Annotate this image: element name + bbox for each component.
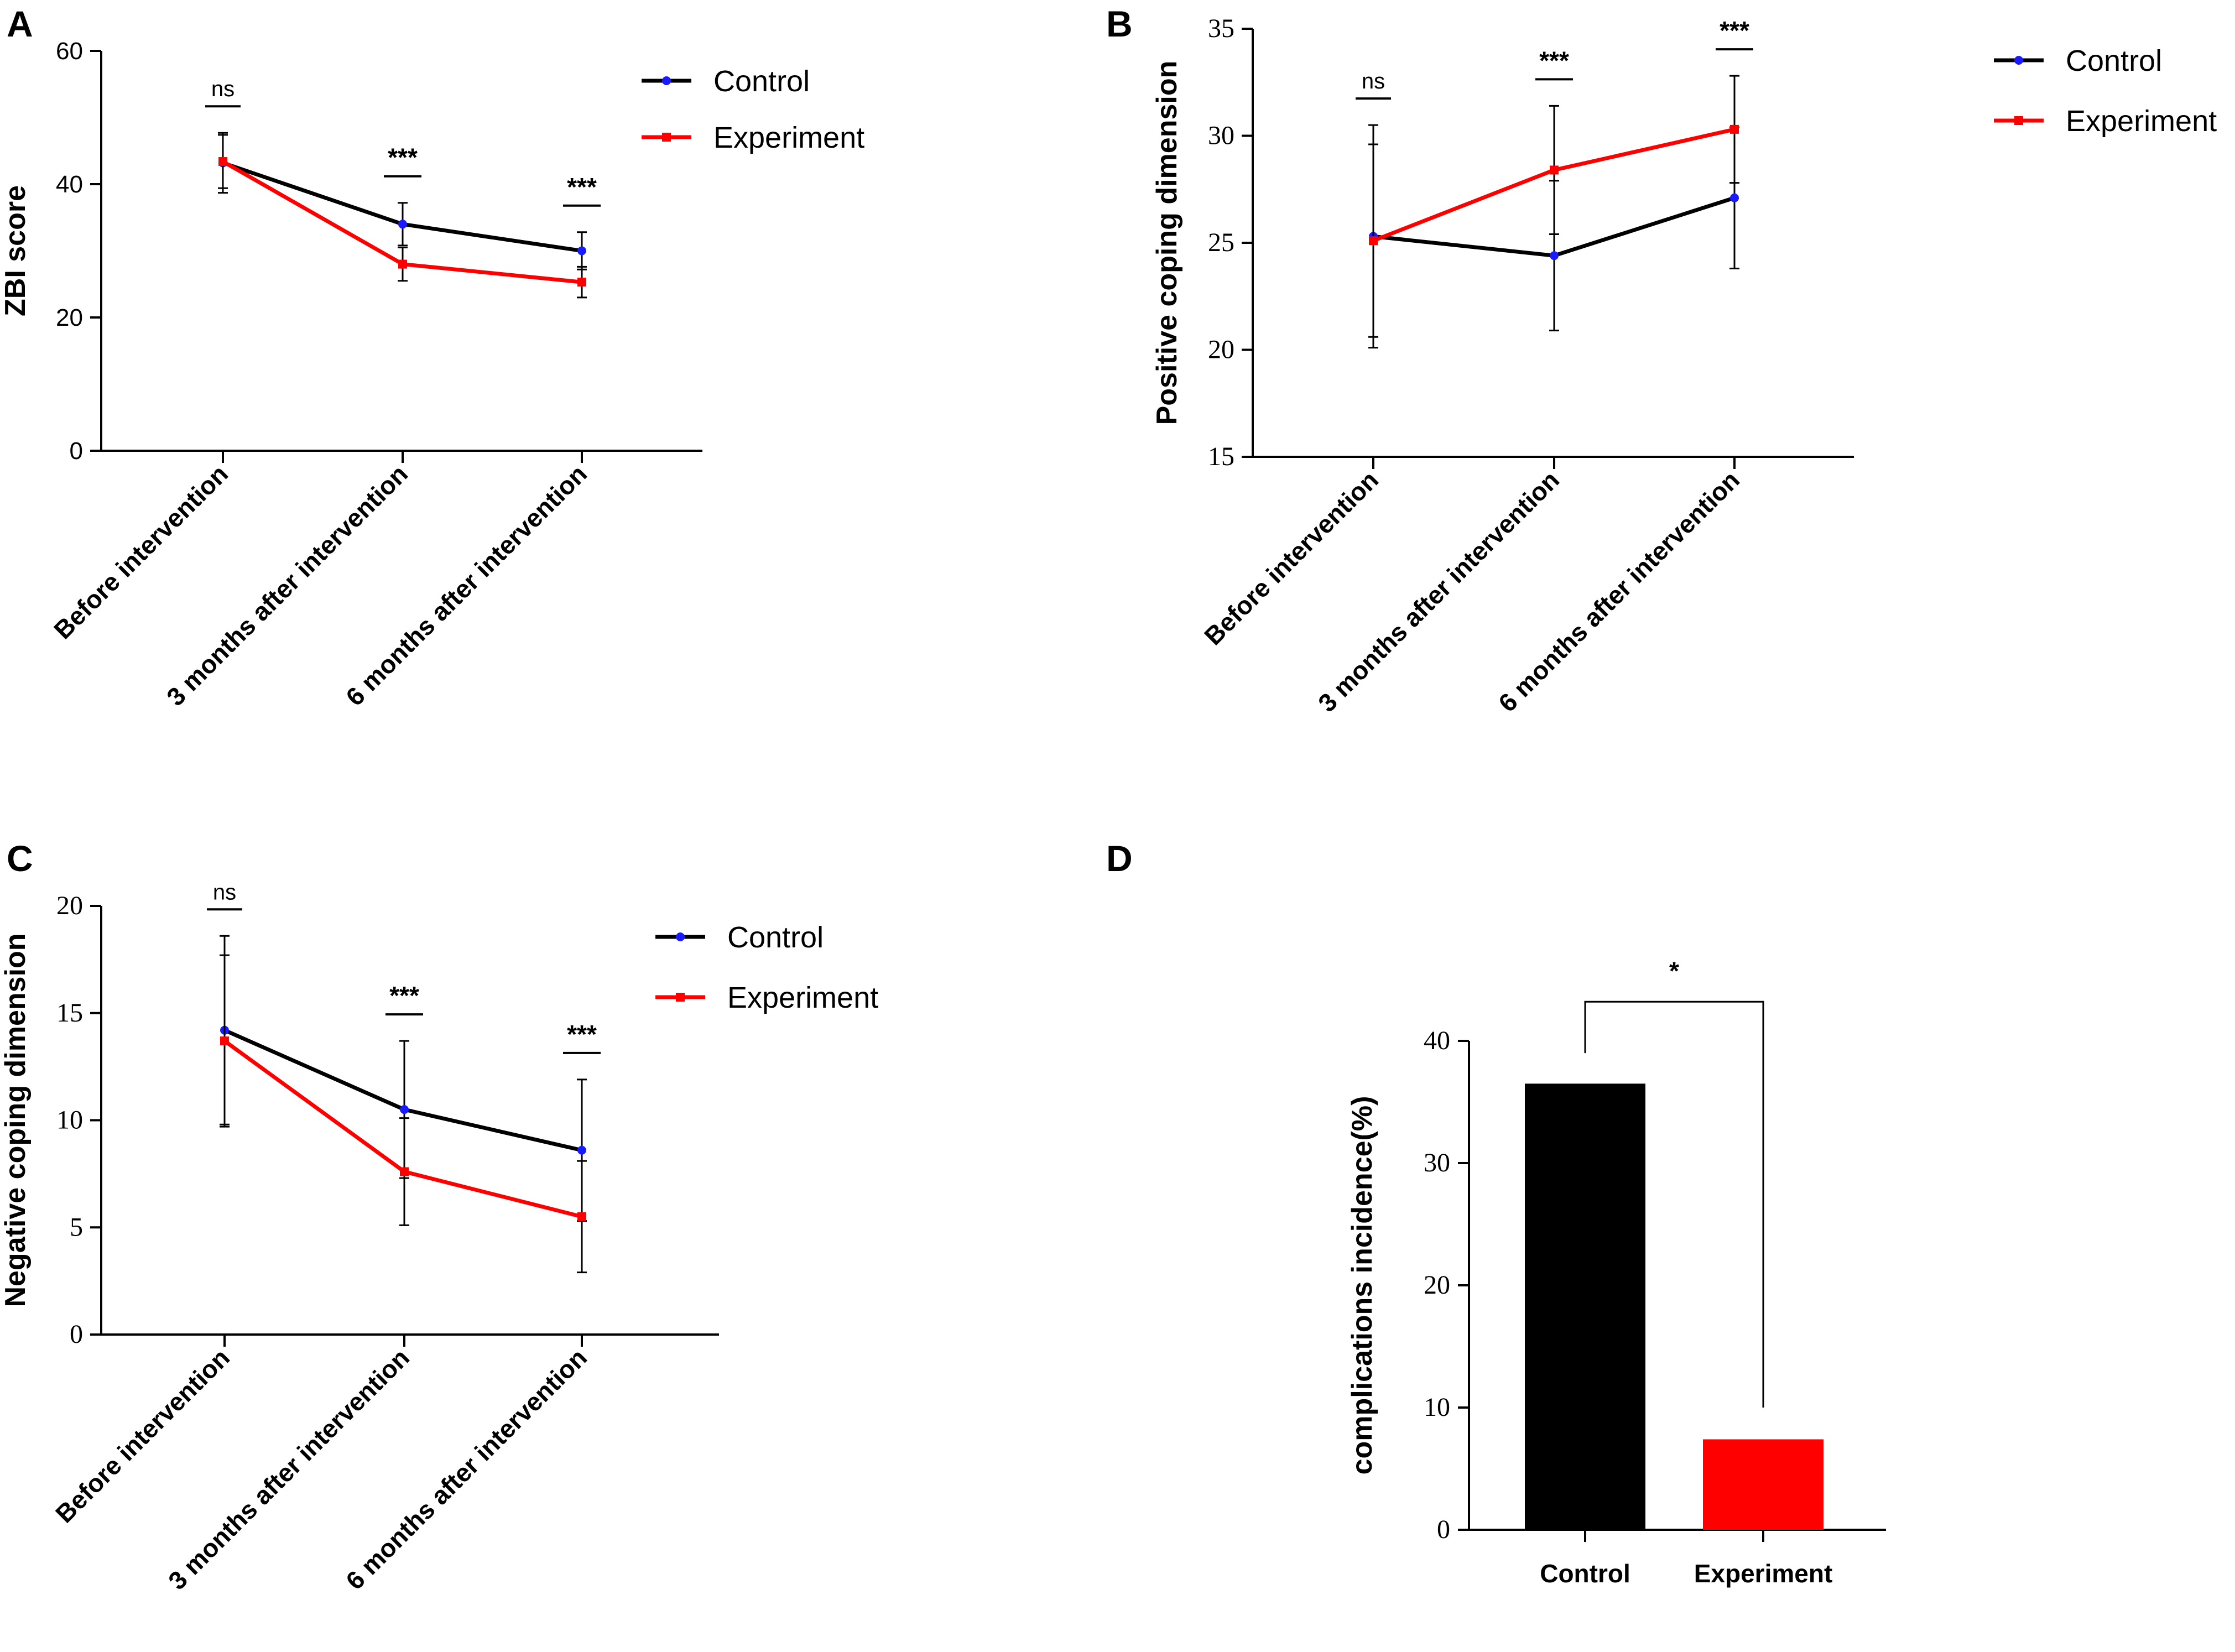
data-point-control (398, 220, 407, 229)
y-tick-label: 40 (1424, 1026, 1450, 1055)
legend-marker-experiment (662, 133, 671, 142)
y-tick-label: 40 (56, 171, 83, 198)
legend-label-control: Control (727, 921, 824, 954)
bar-control (1525, 1083, 1645, 1530)
y-axis-title: complications incidence(%) (1346, 1096, 1378, 1475)
data-point-experiment (1730, 124, 1739, 134)
y-tick-label: 30 (1208, 121, 1234, 150)
legend-marker-control (676, 932, 685, 941)
data-point-experiment (1369, 236, 1378, 246)
y-tick-label: 20 (56, 891, 83, 920)
data-point-control (577, 1145, 586, 1155)
data-point-experiment (1550, 165, 1559, 175)
significance-label: ns (1362, 69, 1385, 93)
significance-label: ns (213, 880, 236, 904)
significance-label: * (1669, 956, 1679, 985)
legend-marker-experiment (2014, 116, 2023, 125)
panel-letter: C (7, 838, 33, 879)
significance-label: *** (567, 1020, 597, 1049)
legend-label-experiment: Experiment (727, 981, 878, 1014)
y-tick-label: 60 (56, 38, 83, 65)
y-axis-title: ZBI score (0, 185, 32, 316)
data-point-experiment (577, 278, 586, 287)
data-point-experiment (400, 1167, 409, 1176)
significance-bracket (1584, 1000, 1764, 1408)
panel-c: C 0 5 10 15 20 Negative coping dimension Before… (0, 838, 878, 1595)
y-tick-label: 20 (1424, 1270, 1450, 1300)
series-line-control (223, 1028, 582, 1153)
x-tick-label: Before intervention (50, 1343, 235, 1528)
x-tick-label: Control (1540, 1559, 1630, 1588)
y-axis-title: Negative coping dimension (0, 933, 32, 1307)
significance-label: *** (1539, 46, 1569, 75)
y-tick-label: 20 (56, 304, 83, 331)
panel-letter: D (1106, 838, 1133, 879)
bar-experiment (1703, 1439, 1824, 1530)
y-tick-label: 25 (1208, 228, 1234, 257)
data-point-control (1550, 251, 1559, 260)
data-point-experiment (577, 1212, 586, 1221)
legend-marker-control (662, 76, 671, 85)
legend-label-control: Control (713, 65, 810, 98)
panel-d: D 0 10 20 30 40 complications incidence(%) Cont… (1106, 838, 1886, 1588)
data-point-control (1730, 193, 1739, 202)
significance-label: *** (567, 173, 597, 201)
y-tick-label: 20 (1208, 335, 1234, 364)
x-tick-label: Before intervention (1199, 465, 1384, 650)
series-line-experiment (223, 1039, 582, 1219)
panel-letter: A (7, 3, 33, 44)
data-point-experiment (218, 157, 227, 166)
data-point-experiment (398, 259, 407, 269)
legend-label-experiment: Experiment (2066, 105, 2217, 138)
data-point-control (400, 1105, 409, 1114)
panel-b: B 15 20 25 30 35 Positive coping dimension Befo… (1106, 3, 2217, 717)
y-tick-label: 5 (70, 1212, 83, 1242)
y-tick-label: 35 (1208, 14, 1234, 43)
y-tick-label: 0 (1437, 1515, 1450, 1544)
significance-label: *** (1720, 16, 1749, 45)
x-tick-label: Experiment (1694, 1559, 1833, 1588)
y-tick-label: 10 (56, 1106, 83, 1135)
y-tick-label: 0 (70, 1320, 83, 1349)
legend-marker-experiment (676, 993, 685, 1002)
significance-label: *** (389, 981, 419, 1010)
legend-label-control: Control (2066, 44, 2162, 77)
significance-label: ns (211, 77, 235, 101)
significance-label: *** (388, 143, 418, 172)
x-tick-label: Before intervention (48, 459, 233, 644)
y-tick-label: 0 (70, 437, 83, 465)
data-point-control (577, 246, 586, 256)
y-tick-label: 10 (1424, 1393, 1450, 1422)
legend-marker-control (2014, 56, 2023, 65)
y-tick-label: 30 (1424, 1148, 1450, 1177)
data-point-experiment (220, 1036, 229, 1046)
panel-letter: B (1106, 3, 1133, 44)
y-tick-label: 15 (1208, 442, 1234, 471)
y-tick-label: 15 (56, 998, 83, 1028)
y-axis-title: Positive coping dimension (1151, 61, 1183, 425)
legend-label-experiment: Experiment (713, 121, 864, 154)
